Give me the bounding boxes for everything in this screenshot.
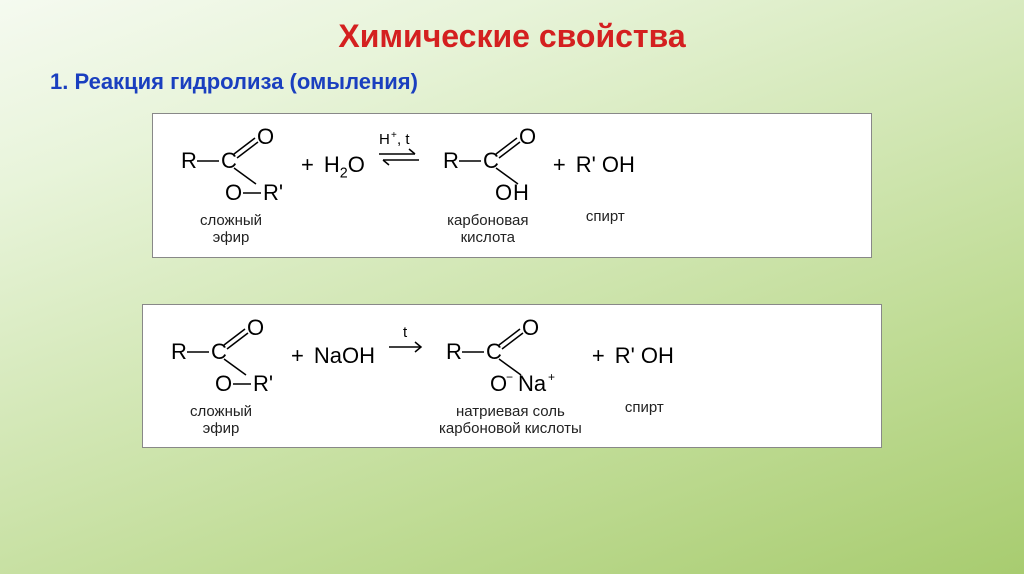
svg-text:+: + — [548, 370, 555, 384]
svg-text:, t: , t — [397, 131, 410, 148]
plus-sign: + — [301, 152, 314, 178]
naoh-molecule: NaOH — [314, 319, 375, 369]
page-title: Химические свойства — [30, 18, 994, 55]
r-atom: R — [443, 148, 459, 173]
equilibrium-arrow: H + , t — [375, 128, 423, 178]
arrow-icon: H + , t — [375, 128, 423, 178]
acid-label: карбоноваякислота — [447, 212, 528, 247]
o-atom-top: O — [519, 128, 536, 149]
r-prime-atom: R' — [253, 371, 273, 396]
ester-structure-icon: R C O O R' — [161, 319, 281, 397]
alcohol-label-2: спирт — [625, 399, 664, 416]
arrow-condition: t — [403, 324, 408, 341]
o-minus: O — [490, 371, 507, 396]
salt-label: натриевая солькарбоновой кислоты — [439, 403, 582, 438]
r-atom: R — [446, 339, 462, 364]
alcohol-label-1: спирт — [586, 208, 625, 225]
o-atom-bottom: O — [495, 180, 512, 205]
alcohol-molecule-2: R' OH спирт — [615, 319, 674, 416]
arrow-icon: t — [385, 319, 429, 369]
r-atom: R — [171, 339, 187, 364]
o-atom-top: O — [247, 319, 264, 340]
alcohol-molecule-1: R' OH спирт — [576, 128, 635, 225]
section-subtitle: 1. Реакция гидролиза (омыления) — [50, 69, 994, 95]
o-atom-bottom: O — [215, 371, 232, 396]
salt-molecule: R C O O − Na + натриевая солькарбоновой … — [439, 319, 582, 438]
plus-sign: + — [291, 343, 304, 369]
ester-label-1: сложныйэфир — [200, 212, 262, 247]
na-plus: Na — [518, 371, 547, 396]
svg-text:H: H — [379, 131, 390, 148]
o-atom-top: O — [257, 128, 274, 149]
forward-arrow: t — [385, 319, 429, 369]
h-atom: H — [513, 180, 529, 205]
alcohol-formula: R' OH — [576, 152, 635, 178]
plus-sign: + — [553, 152, 566, 178]
acid-structure-icon: R C O O H — [433, 128, 543, 206]
plus-sign: + — [592, 343, 605, 369]
svg-text:−: − — [506, 370, 513, 384]
salt-structure-icon: R C O O − Na + — [440, 319, 580, 397]
water-molecule: H2O — [324, 128, 365, 181]
o-atom-bottom: O — [225, 180, 242, 205]
reaction-box-2: R C O O R' сложныйэфир + NaOH t R C — [142, 304, 882, 449]
ester-structure-icon: R C O O R' — [171, 128, 291, 206]
ester-label-2: сложныйэфир — [190, 403, 252, 438]
alcohol-formula: R' OH — [615, 343, 674, 369]
naoh-formula: NaOH — [314, 343, 375, 369]
ester-molecule-2: R C O O R' сложныйэфир — [161, 319, 281, 438]
o-atom-top: O — [522, 319, 539, 340]
carboxylic-acid-molecule: R C O O H карбоноваякислота — [433, 128, 543, 247]
r-prime-atom: R' — [263, 180, 283, 205]
ester-molecule-1: R C O O R' сложныйэфир — [171, 128, 291, 247]
r-atom: R — [181, 148, 197, 173]
reaction-box-1: R C O O R' сложныйэфир + H2O H + , t — [152, 113, 872, 258]
